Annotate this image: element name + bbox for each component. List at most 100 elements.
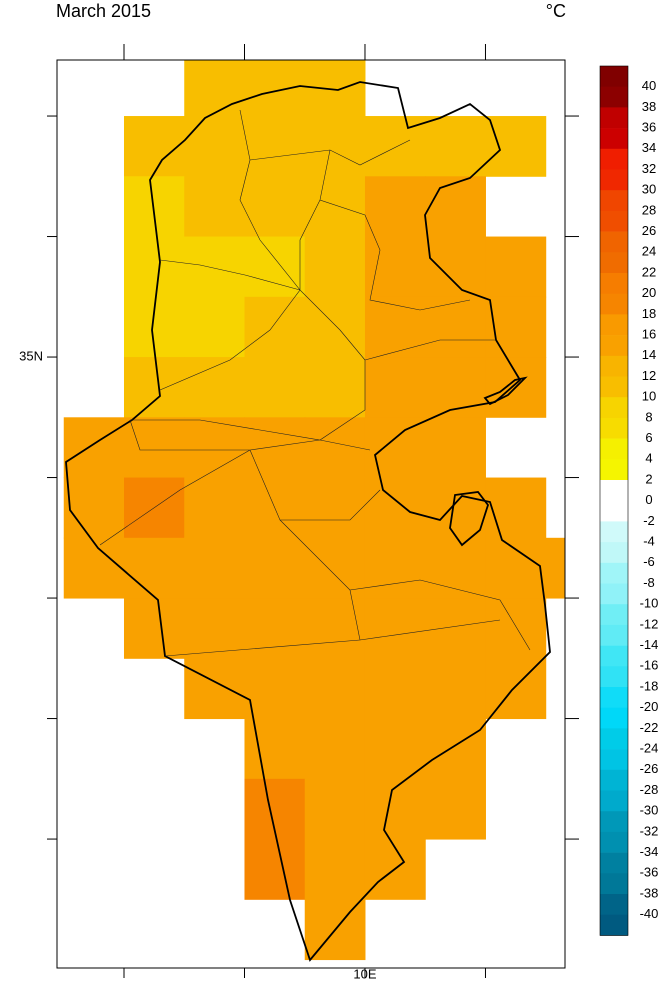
colorbar-box [600,790,628,812]
grid-cell [304,417,366,479]
grid-cell [184,537,245,599]
grid-cell [244,176,306,238]
colorbar-box [600,335,628,357]
grid-cell [244,537,306,599]
grid-cell [364,357,426,418]
colorbar-box [600,624,628,646]
colorbar-box [600,273,628,294]
grid-cell [123,236,185,298]
grid-cell [123,176,185,238]
grid-cell [364,718,426,780]
grid-cell [304,598,366,659]
grid-cell [123,598,185,659]
colorbar-label: 10 [642,389,656,404]
grid-cell [244,357,306,418]
colorbar-label: -2 [643,513,655,528]
grid-cell [304,537,366,599]
colorbar-box [600,128,628,150]
grid-cell [184,176,245,238]
grid-cell [425,477,486,539]
grid-cell [485,537,547,599]
colorbar-box [600,231,628,253]
colorbar-box [600,500,628,522]
colorbar-label: -18 [640,678,659,693]
grid-cell [123,417,185,479]
grid-cell [364,477,426,539]
colorbar-label: -8 [643,575,655,590]
grid-cell [63,537,125,599]
colorbar-box [600,397,628,419]
colorbar-box [600,190,628,212]
grid-cell [364,658,426,720]
grid-cell [304,658,366,720]
grid-cell [184,60,245,117]
grid-cell [545,537,565,599]
colorbar-label: 8 [645,409,652,424]
colorbar-label: -36 [640,865,659,880]
colorbar-box [600,521,628,543]
lon-tick-label: 10E [353,966,376,981]
colorbar-box [600,562,628,584]
colorbar-box [600,376,628,398]
colorbar-box [600,86,628,108]
colorbar-label: 16 [642,327,656,342]
colorbar-label: 34 [642,140,656,155]
colorbar-label: 0 [645,492,652,507]
grid-cell [63,417,125,479]
colorbar-label: -22 [640,720,659,735]
grid-cell [63,477,125,539]
colorbar-label: -28 [640,782,659,797]
grid-cell [244,839,306,900]
colorbar-box [600,666,628,688]
units-label: °C [546,1,566,21]
colorbar-label: -38 [640,885,659,900]
grid-cell [425,357,486,418]
colorbar-box [600,749,628,771]
colorbar-box [600,169,628,191]
grid-cell [304,60,366,117]
colorbar-label: -30 [640,803,659,818]
colorbar-label: 18 [642,306,656,321]
colorbar-box [600,542,628,564]
colorbar-frame [599,65,629,936]
country-borders [65,81,551,962]
colorbar-label: -26 [640,761,659,776]
colorbar-label: -32 [640,823,659,838]
grid-cell [123,537,185,599]
grid-cell [425,296,486,358]
colorbar-box [600,604,628,626]
grid-cell [425,537,486,599]
grid-cell [485,296,547,358]
colorbar-label: 38 [642,99,656,114]
grid-cell [184,357,245,418]
colorbar-label: 20 [642,285,656,300]
tunisia-outline [65,81,551,962]
colorbar-box [600,480,628,501]
colorbar-label: 24 [642,244,656,259]
grid-cell [304,176,366,238]
grid-cell [184,236,245,298]
colorbar-box [600,459,628,481]
kerkennah-island [483,376,528,406]
colorbar-box [600,894,628,915]
colorbar-label: 6 [645,430,652,445]
colorbar-label: 36 [642,120,656,135]
colorbar-box [600,107,628,129]
colorbar-box [600,873,628,895]
colorbar-box [600,687,628,708]
colorbar-label: -6 [643,554,655,569]
grid-cell [304,236,366,298]
grid-cell [425,598,486,659]
colorbar-box [600,66,628,87]
colorbar-label: -24 [640,741,659,756]
map-frame [56,59,566,969]
grid-cell [304,477,366,539]
grid-cell [244,658,306,720]
colorbar-box [600,811,628,833]
grid-cell [425,417,486,479]
colorbar-box [600,252,628,274]
djerba-island [449,491,490,547]
grid-cell [364,296,426,358]
grid-cell [244,718,306,780]
colorbar-box [600,769,628,791]
